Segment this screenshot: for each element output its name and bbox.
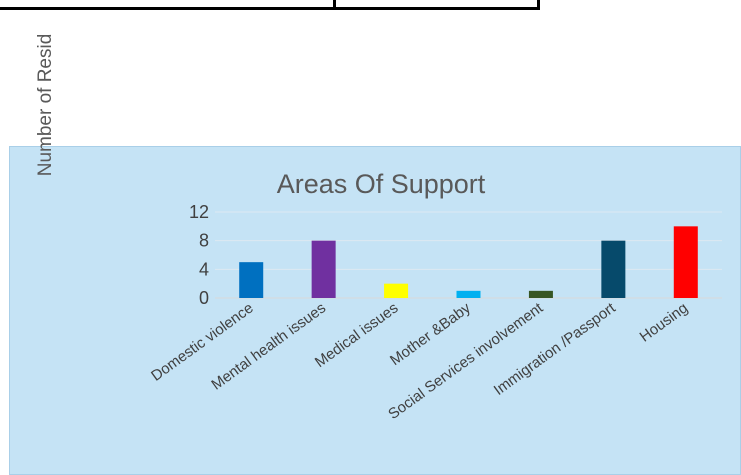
bar [311, 240, 336, 298]
bar [456, 290, 481, 298]
chart-title: Areas Of Support [277, 169, 486, 199]
x-tick-label: Housing [637, 299, 692, 345]
y-tick-label: 12 [189, 202, 209, 222]
y-tick-label: 8 [199, 231, 209, 251]
x-tick-label: Immigration /Passport [491, 299, 620, 399]
bars [239, 226, 698, 298]
bar [239, 262, 264, 298]
y-tick-label: 4 [199, 259, 209, 279]
y-tick-label: 0 [199, 288, 209, 308]
bar [384, 283, 409, 298]
gridlines [215, 211, 722, 299]
y-axis-title: Number of Resid [35, 33, 56, 177]
bar [601, 240, 626, 298]
bar [673, 226, 698, 298]
y-tick-labels: 0 4 8 12 [189, 202, 209, 308]
bar [528, 290, 553, 298]
header-table-divider [333, 0, 336, 7]
header-table-box [0, 0, 540, 10]
